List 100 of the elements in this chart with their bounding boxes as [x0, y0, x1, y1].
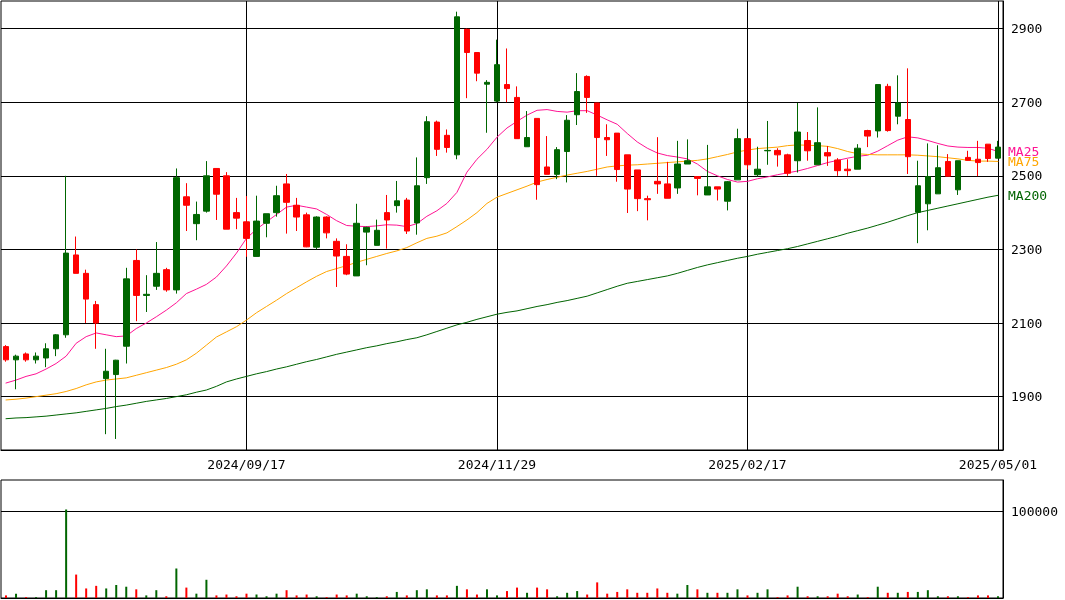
bar — [906, 591, 909, 598]
bar — [405, 595, 408, 598]
bar — [506, 591, 509, 598]
bar — [766, 589, 769, 598]
candlestick — [263, 213, 270, 238]
candlestick — [293, 197, 300, 232]
candlestick — [474, 52, 480, 82]
candlestick — [684, 138, 691, 165]
bar — [796, 586, 799, 598]
candlestick — [654, 136, 661, 195]
y-tick-label: 2500 — [1011, 168, 1043, 184]
x-tick-label: 2025/02/17 — [708, 457, 787, 472]
candlestick — [504, 47, 510, 103]
bar — [726, 592, 729, 598]
candlestick — [804, 131, 811, 162]
candlestick — [704, 144, 711, 196]
bar — [756, 592, 759, 598]
candlestick — [374, 219, 380, 246]
y-tick-label: 2300 — [1011, 241, 1043, 257]
bar — [115, 584, 118, 598]
candlestick — [844, 158, 851, 177]
candlestick — [13, 354, 19, 390]
bar — [706, 592, 709, 598]
bar — [45, 590, 48, 598]
candlestick — [283, 173, 290, 235]
bar — [876, 586, 879, 598]
bar — [395, 591, 398, 598]
candlestick — [123, 267, 130, 365]
candlestick — [734, 128, 741, 181]
bar — [546, 589, 549, 598]
y-tick-label: 1900 — [1011, 389, 1043, 405]
bar — [95, 585, 98, 598]
candlestick — [394, 180, 400, 214]
candlestick — [273, 185, 280, 218]
candlestick — [564, 114, 570, 183]
candlestick — [203, 160, 210, 214]
bar — [616, 591, 619, 598]
candlestick — [694, 176, 701, 196]
candlestick — [33, 351, 39, 365]
bar — [716, 592, 719, 598]
candlestick — [614, 132, 620, 183]
candlestick — [834, 157, 841, 177]
candlestick — [93, 300, 99, 350]
bar — [526, 592, 529, 598]
candlestick — [574, 72, 580, 126]
bar — [215, 595, 218, 598]
candlestick — [183, 182, 190, 232]
candlestick — [63, 175, 69, 339]
candlestick — [414, 156, 420, 236]
bar — [536, 587, 539, 598]
bar — [626, 589, 629, 598]
candlestick — [935, 144, 941, 195]
candlestick — [43, 342, 49, 368]
candlestick — [965, 150, 971, 162]
bar — [205, 579, 208, 598]
candlestick — [213, 167, 220, 221]
candlestick — [424, 115, 430, 185]
candlestick — [353, 203, 360, 277]
bar — [445, 595, 448, 598]
candlestick — [173, 167, 180, 295]
candlestick — [484, 79, 490, 134]
candlestick — [905, 67, 911, 175]
y-tick-label: 2900 — [1011, 21, 1043, 37]
bar — [145, 595, 148, 598]
bar — [886, 592, 889, 598]
candlestick — [634, 169, 641, 212]
candlestick — [864, 129, 871, 148]
bar — [135, 589, 138, 598]
bar — [686, 584, 689, 598]
bar — [455, 585, 458, 598]
x-tick-label: 2024/11/29 — [457, 457, 537, 472]
candlestick — [53, 333, 59, 357]
bar — [55, 590, 58, 598]
candlestick — [3, 344, 9, 363]
candlestick — [624, 154, 631, 214]
candlestick — [233, 197, 240, 230]
bar — [566, 592, 569, 598]
candlestick — [895, 74, 901, 125]
candlestick — [544, 135, 550, 175]
bar — [75, 574, 78, 598]
bar — [85, 588, 88, 598]
bar — [986, 595, 989, 598]
candlestick — [464, 28, 470, 99]
bar — [435, 595, 438, 598]
candlestick — [494, 39, 500, 103]
candlestick — [193, 201, 200, 241]
candlestick — [794, 102, 801, 173]
candlestick — [724, 180, 731, 211]
bar — [646, 592, 649, 598]
candlestick — [664, 161, 671, 199]
candlestick — [163, 267, 170, 293]
bar — [175, 568, 178, 598]
candlestick — [73, 236, 79, 274]
candlestick — [454, 11, 460, 160]
bar — [656, 588, 659, 598]
y-tick-label: 2100 — [1011, 315, 1043, 331]
candlestick — [814, 106, 821, 166]
candlestick — [764, 120, 771, 166]
bar — [415, 590, 418, 598]
bar — [285, 590, 288, 598]
